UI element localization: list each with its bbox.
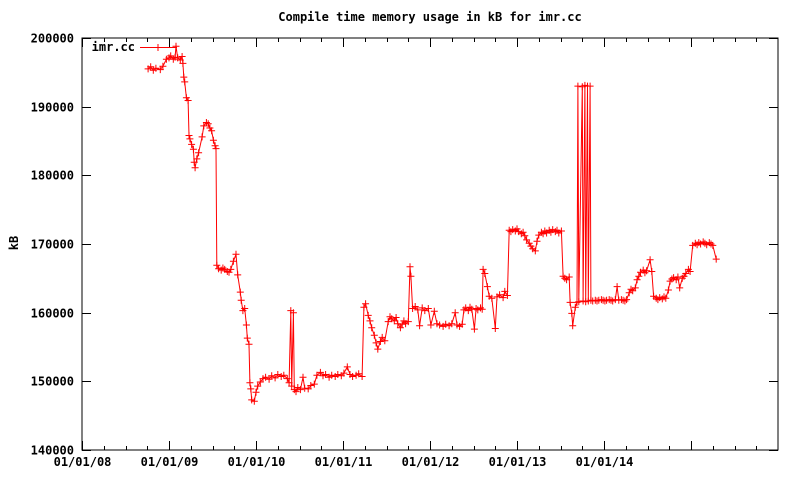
- y-axis-tick-label: 200000: [31, 32, 74, 46]
- y-axis-tick-label: 150000: [31, 375, 74, 389]
- y-axis-tick-label: 170000: [31, 238, 74, 252]
- y-axis-tick-label: 140000: [31, 444, 74, 458]
- y-axis-tick-label: 190000: [31, 101, 74, 115]
- x-axis-tick-label: 01/01/13: [489, 455, 547, 469]
- x-axis-tick-label: 01/01/08: [54, 455, 112, 469]
- chart-title: Compile time memory usage in kB for imr.…: [278, 10, 582, 24]
- y-axis-tick-label: 160000: [31, 307, 74, 321]
- legend-sample-marker: [154, 44, 162, 51]
- y-axis-title: kB: [7, 235, 21, 251]
- data-point-markers: [144, 42, 720, 405]
- data-line: [147, 46, 717, 402]
- legend-series-label: imr.cc: [91, 40, 135, 54]
- x-axis-tick-label: 01/01/14: [576, 455, 634, 469]
- y-axis-tick-label: 180000: [31, 169, 74, 183]
- x-axis-tick-label: 01/01/11: [315, 455, 373, 469]
- x-axis-tick-label: 01/01/09: [141, 455, 199, 469]
- x-axis-tick-label: 01/01/12: [402, 455, 460, 469]
- x-axis-tick-label: 01/01/10: [228, 455, 286, 469]
